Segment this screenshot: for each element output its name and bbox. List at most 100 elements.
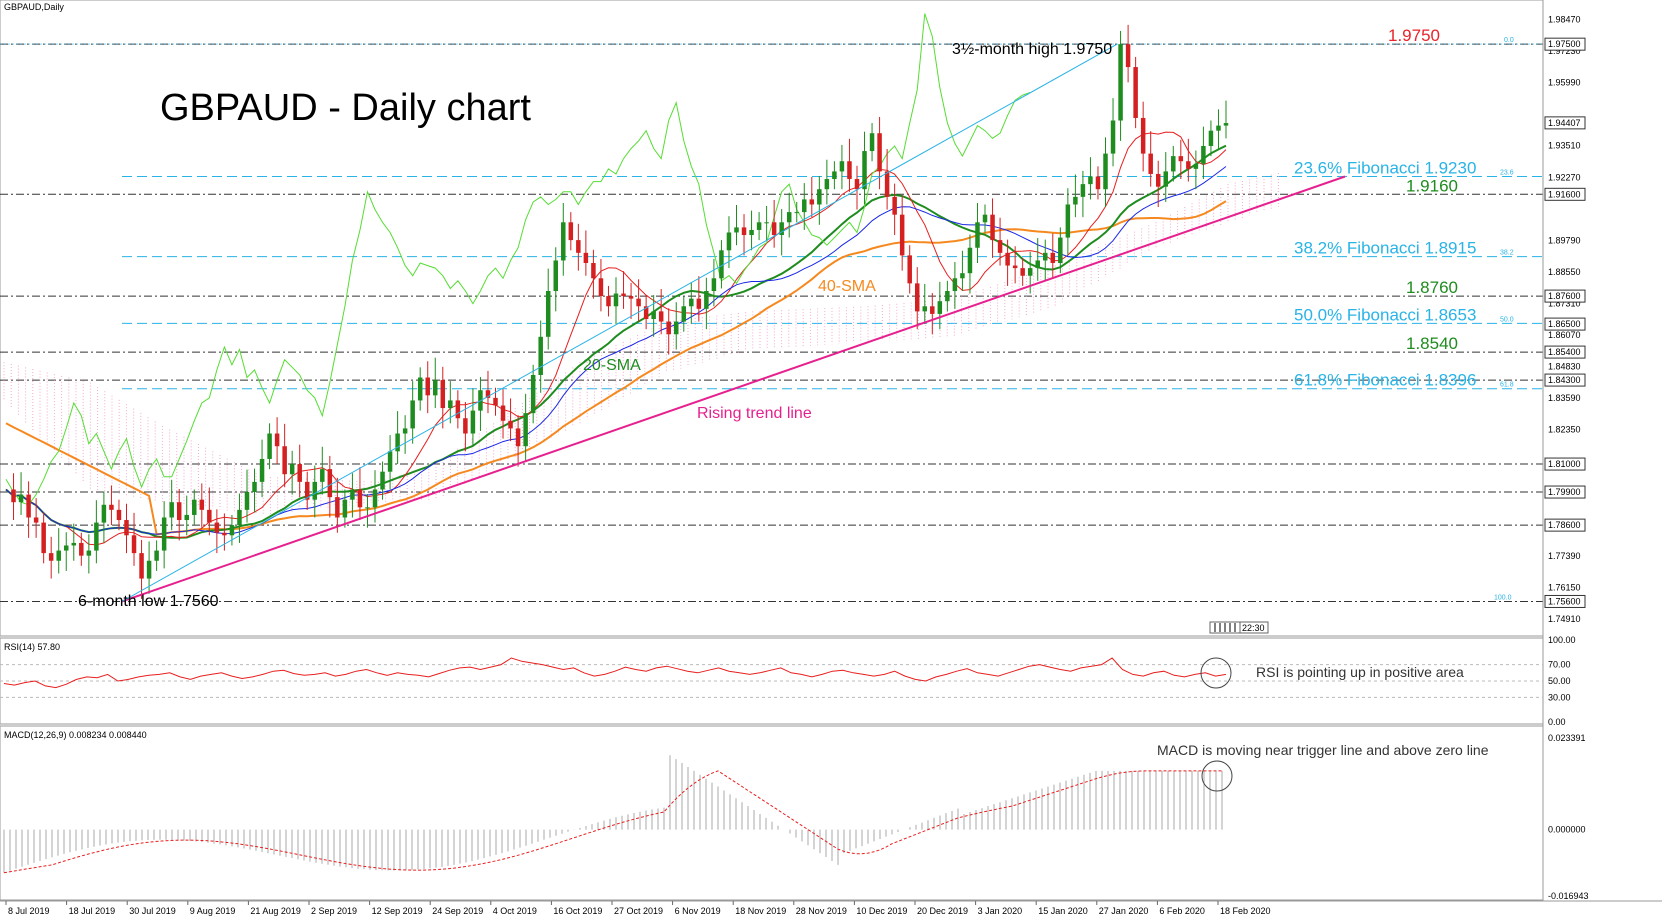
price-axis-label: 1.98470 bbox=[1548, 14, 1581, 24]
price-label-box bbox=[1544, 187, 1586, 201]
candle-body bbox=[854, 179, 860, 190]
candle-body bbox=[899, 214, 905, 256]
candle-body bbox=[553, 260, 558, 292]
candle-body bbox=[410, 400, 415, 429]
fib-tag-fib50: 50.0 bbox=[1500, 316, 1514, 323]
date-axis-label: 12 Sep 2019 bbox=[372, 906, 423, 916]
candle-body bbox=[771, 222, 777, 236]
candle-body bbox=[372, 489, 378, 508]
candle-body bbox=[666, 321, 671, 335]
candle-body bbox=[304, 481, 310, 500]
price-label-box bbox=[1544, 594, 1586, 608]
rsi-axis-label: 50.00 bbox=[1548, 676, 1571, 686]
candle-body bbox=[101, 504, 107, 523]
candle-body bbox=[869, 133, 875, 152]
rsi-axis-label: 70.00 bbox=[1548, 660, 1571, 670]
fib-tag-fib618: 61.8 bbox=[1500, 382, 1514, 389]
candle-body bbox=[1005, 252, 1010, 266]
candle-body bbox=[1080, 184, 1086, 197]
candle-body bbox=[711, 278, 717, 292]
candle-body bbox=[515, 428, 521, 447]
price-axis-label: 1.94407 bbox=[1548, 118, 1581, 128]
candle-body bbox=[500, 405, 506, 421]
candle-body bbox=[1020, 268, 1025, 276]
candle-body bbox=[997, 240, 1003, 253]
candle-body bbox=[440, 380, 446, 409]
price-label-box bbox=[1544, 345, 1586, 359]
candle-body bbox=[365, 507, 370, 509]
sma20-line bbox=[5, 144, 1227, 539]
candle-body bbox=[1216, 125, 1221, 131]
candle-body bbox=[1186, 161, 1191, 169]
price-axis-label: 1.82350 bbox=[1548, 425, 1581, 435]
candle-body bbox=[252, 481, 257, 493]
candle-body bbox=[470, 410, 476, 434]
candle-body bbox=[681, 306, 687, 322]
candle-body bbox=[847, 161, 852, 180]
date-axis-label: 15 Jan 2020 bbox=[1038, 906, 1088, 916]
date-axis-label: 8 Jul 2019 bbox=[8, 906, 50, 916]
price-axis-label: 1.76150 bbox=[1548, 582, 1581, 592]
macd-signal-line bbox=[3, 770, 1222, 874]
fib-tag-0: 0.0 bbox=[1504, 37, 1514, 44]
macd-axis-label: 0.023391 bbox=[1548, 733, 1586, 743]
candle-body bbox=[207, 509, 212, 523]
price-label-box bbox=[1544, 317, 1586, 331]
macd-axis-label: 0.000000 bbox=[1548, 825, 1586, 835]
candle-body bbox=[907, 255, 912, 284]
candle-body bbox=[1043, 252, 1048, 261]
date-axis-label: 6 Feb 2020 bbox=[1159, 906, 1205, 916]
candle-body bbox=[598, 278, 604, 297]
candle-body bbox=[952, 278, 958, 292]
candle-body bbox=[764, 222, 769, 224]
level-label-fib236: 23.6% Fibonacci 1.9230 bbox=[1294, 158, 1476, 177]
date-axis-label: 6 Nov 2019 bbox=[675, 906, 721, 916]
candle-body bbox=[274, 433, 280, 447]
candle-body bbox=[696, 298, 702, 309]
date-axis-label: 9 Aug 2019 bbox=[190, 906, 236, 916]
price-axis-label: 1.86500 bbox=[1548, 319, 1581, 329]
candle-body bbox=[33, 517, 39, 523]
candle-body bbox=[229, 525, 235, 536]
macd-axis-label: -0.016943 bbox=[1548, 891, 1589, 901]
price-axis-label: 1.88550 bbox=[1548, 267, 1581, 277]
date-axis-label: 27 Jan 2020 bbox=[1099, 906, 1149, 916]
date-axis-label: 24 Sep 2019 bbox=[432, 906, 483, 916]
date-axis-label: 2 Sep 2019 bbox=[311, 906, 357, 916]
candle-body bbox=[892, 196, 897, 215]
candle-body bbox=[214, 522, 220, 533]
candle-body bbox=[425, 377, 430, 396]
candle-body bbox=[131, 535, 137, 554]
price-axis-label: 1.81000 bbox=[1548, 459, 1581, 469]
candle-body bbox=[1103, 153, 1108, 190]
date-axis-label: 28 Nov 2019 bbox=[796, 906, 847, 916]
candle-body bbox=[357, 489, 363, 508]
macd-note: MACD is moving near trigger line and abo… bbox=[1157, 742, 1489, 758]
rsi-line bbox=[3, 657, 1227, 689]
candle-body bbox=[749, 229, 754, 236]
candle-body bbox=[1058, 237, 1063, 264]
rsi-pane: 100.00 70.00 50.00 30.00 0.00 bbox=[0, 635, 1576, 727]
candle-body bbox=[154, 550, 159, 561]
candle-body bbox=[139, 553, 144, 579]
rising-trend-line bbox=[121, 175, 1346, 603]
candle-body bbox=[530, 374, 536, 414]
candle-body bbox=[327, 469, 333, 498]
date-axis-label: 18 Feb 2020 bbox=[1220, 906, 1271, 916]
candle-body bbox=[56, 550, 61, 561]
candle-body bbox=[342, 499, 348, 518]
candle-body bbox=[18, 494, 24, 503]
date-axis-label: 18 Jul 2019 bbox=[69, 906, 116, 916]
candle-body bbox=[48, 553, 54, 561]
candle-body bbox=[1208, 130, 1214, 146]
candle-body bbox=[169, 502, 174, 518]
rsi-axis-label: 30.00 bbox=[1548, 692, 1571, 702]
macd-highlight-circle bbox=[1201, 760, 1233, 792]
candle-body bbox=[1125, 44, 1131, 68]
candle-body bbox=[485, 390, 491, 398]
rsi-note: RSI is pointing up in positive area bbox=[1256, 664, 1464, 680]
candle-body bbox=[786, 212, 792, 223]
candle-body bbox=[561, 222, 566, 261]
